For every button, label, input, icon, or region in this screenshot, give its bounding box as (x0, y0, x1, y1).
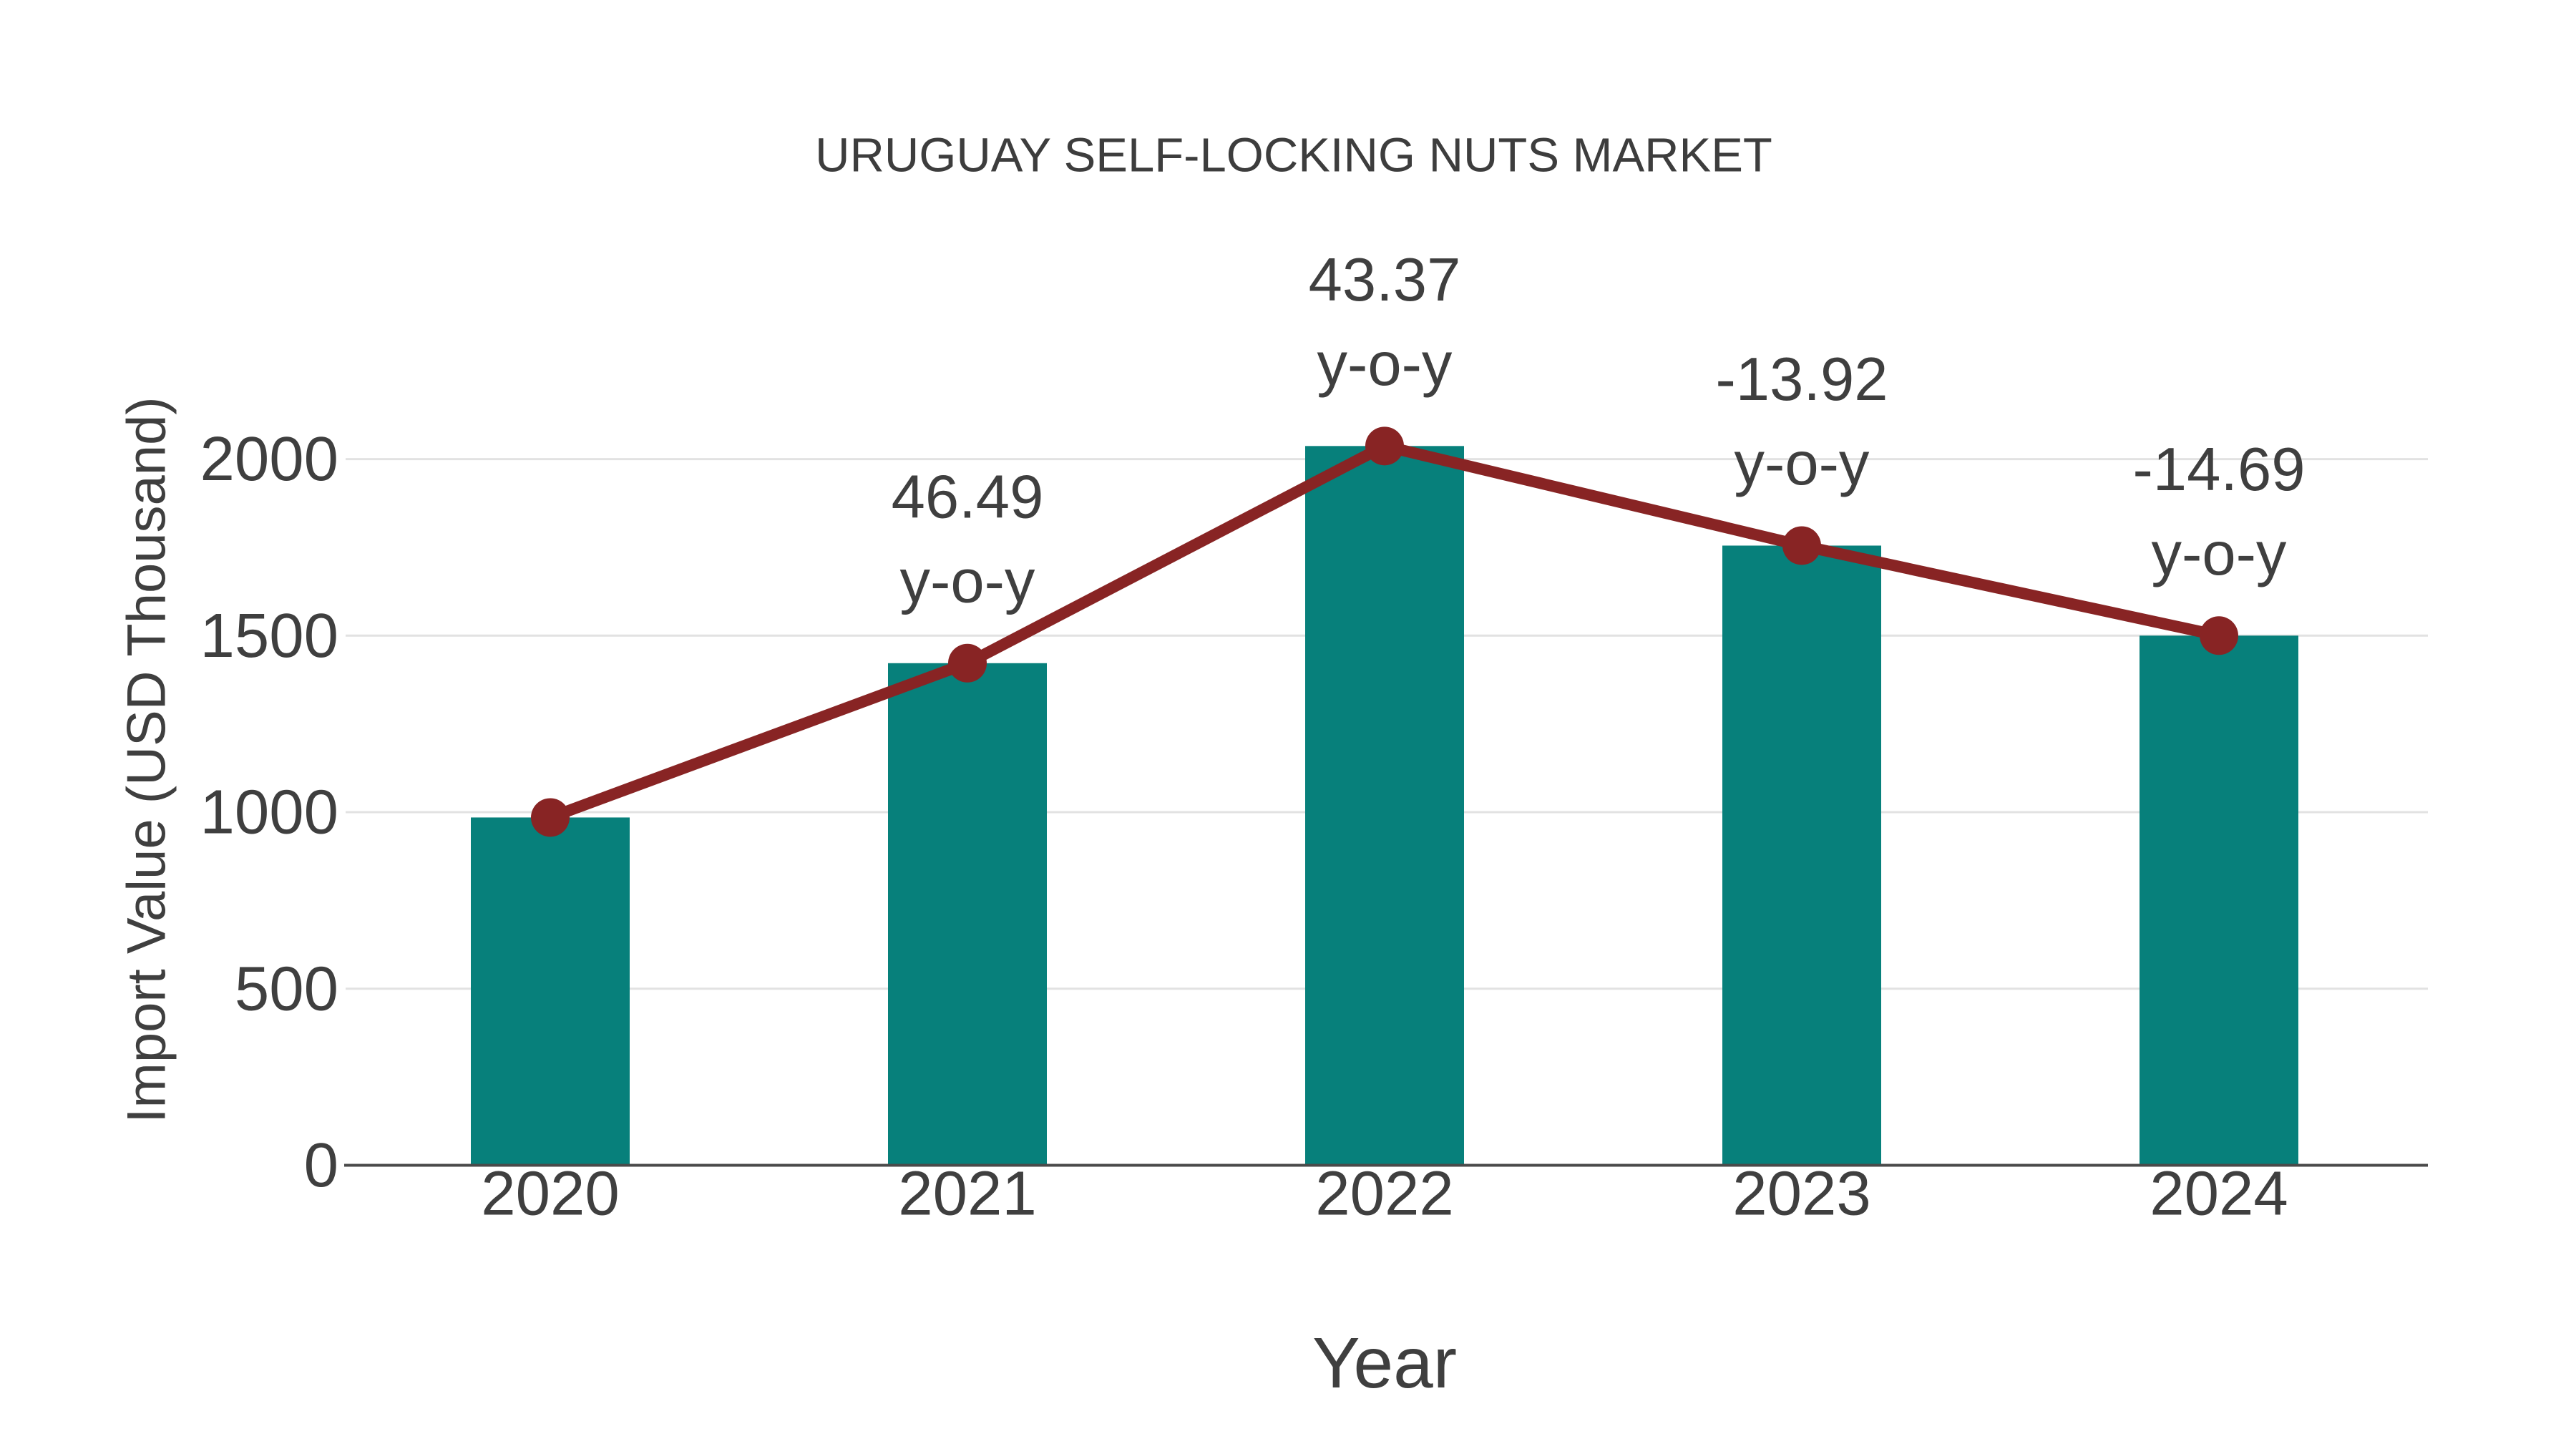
bar-2024 (2140, 635, 2298, 1166)
y-tick-label-2000: 2000 (200, 424, 338, 494)
trend-marker-2022 (1365, 426, 1404, 466)
x-axis-title: Year (1312, 1323, 1457, 1403)
yoy-value-label-2024: -14.69 (2132, 436, 2305, 504)
yoy-suffix-label-2021: y-o-y (900, 547, 1035, 615)
tick-layer: 0 500 1000 1500 2000 2020 2021 2022 2023 2024 (200, 424, 2288, 1228)
x-tick-label-2024: 2024 (2150, 1159, 2288, 1229)
y-tick-label-1500: 1500 (200, 601, 338, 670)
trend-marker-2023 (1782, 526, 1821, 565)
yoy-suffix-label-2023: y-o-y (1735, 430, 1870, 498)
bar-layer (471, 446, 2298, 1166)
yoy-value-label-2023: -13.92 (1715, 346, 1888, 414)
bar-2023 (1722, 545, 1881, 1166)
x-tick-label-2022: 2022 (1315, 1159, 1454, 1229)
label-layer: 46.49 y-o-y 43.37 y-o-y -13.92 y-o-y -14.69 y-o… (892, 246, 2306, 615)
trend-marker-2024 (2200, 616, 2238, 655)
y-axis-title: Import Value (USD Thousand) (117, 396, 177, 1123)
yoy-suffix-label-2024: y-o-y (2152, 520, 2287, 588)
line-layer (531, 426, 2238, 837)
trend-marker-2021 (948, 643, 987, 683)
y-tick-label-1000: 1000 (200, 778, 338, 847)
yoy-value-label-2022: 43.37 (1309, 246, 1461, 314)
yoy-value-label-2021: 46.49 (892, 463, 1044, 531)
trend-marker-2020 (531, 798, 570, 837)
bar-2021 (888, 663, 1047, 1166)
bar-2022 (1305, 446, 1464, 1166)
y-tick-label-0: 0 (304, 1131, 338, 1200)
bar-2020 (471, 817, 630, 1166)
x-tick-label-2023: 2023 (1732, 1159, 1871, 1229)
y-tick-label-500: 500 (235, 954, 338, 1023)
x-tick-label-2020: 2020 (481, 1159, 620, 1229)
chart-title: URUGUAY SELF-LOCKING NUTS MARKET (815, 129, 1772, 182)
x-tick-label-2021: 2021 (898, 1159, 1037, 1229)
yoy-suffix-label-2022: y-o-y (1317, 331, 1453, 399)
